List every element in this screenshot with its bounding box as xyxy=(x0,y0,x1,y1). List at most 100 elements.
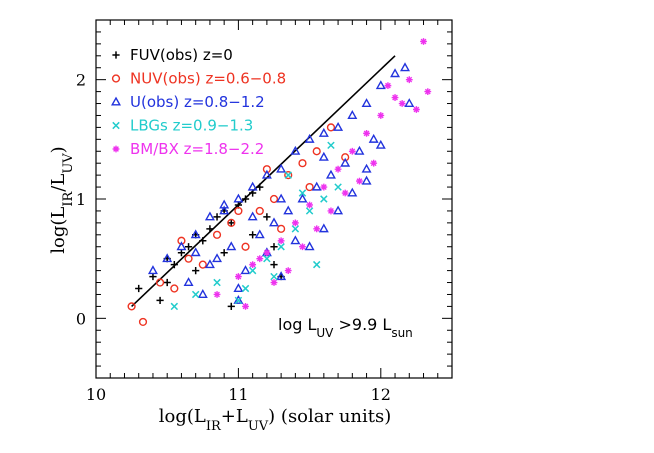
data-point-plus xyxy=(241,195,250,203)
data-point-asterisk xyxy=(348,147,356,155)
data-point-triangle xyxy=(176,241,187,251)
data-point-asterisk xyxy=(263,249,271,257)
data-point-triangle xyxy=(333,205,344,215)
data-point-asterisk xyxy=(405,76,413,84)
data-point-asterisk xyxy=(313,225,321,233)
data-point-triangle xyxy=(304,133,315,143)
data-point-circle xyxy=(138,317,148,327)
data-point-circle xyxy=(127,302,136,311)
data-point-circle xyxy=(326,123,336,132)
data-point-triangle xyxy=(404,98,415,108)
legend-marker-asterisk xyxy=(112,145,120,153)
data-point-plus xyxy=(220,249,228,257)
legend-entry-label: FUV(obs) z=0 xyxy=(130,46,233,64)
data-point-plus xyxy=(249,189,257,197)
data-point-asterisk xyxy=(356,177,363,185)
data-point-asterisk xyxy=(249,261,257,269)
data-point-circle xyxy=(255,206,264,216)
data-point-asterisk xyxy=(363,129,370,137)
data-point-cross xyxy=(270,272,278,281)
data-point-triangle xyxy=(290,235,301,245)
data-point-cross xyxy=(334,183,342,191)
data-point-triangle xyxy=(290,145,301,155)
data-point-asterisk xyxy=(384,82,392,90)
data-point-asterisk xyxy=(242,303,249,310)
data-point-triangle xyxy=(276,163,287,173)
data-point-asterisk xyxy=(213,291,221,298)
data-point-triangle xyxy=(347,187,358,197)
data-point-circle xyxy=(277,224,286,233)
legend-marker-triangle xyxy=(111,96,121,106)
data-point-triangle xyxy=(204,211,215,221)
data-point-plus xyxy=(170,261,178,269)
data-point-asterisk xyxy=(284,267,292,274)
y-tick-label: 1 xyxy=(76,190,86,209)
data-point-plus xyxy=(213,213,221,221)
data-point-triangle xyxy=(361,175,372,185)
data-point-plus xyxy=(163,278,171,287)
data-point-asterisk xyxy=(299,243,306,251)
data-point-cross xyxy=(284,171,292,179)
data-point-plus xyxy=(192,267,200,275)
data-point-asterisk xyxy=(291,219,299,227)
luv-threshold-annotation: log LUV >9.9 Lsun xyxy=(278,315,413,340)
data-point-triangle xyxy=(261,169,272,179)
data-point-plus xyxy=(227,302,235,310)
data-point-circle xyxy=(212,230,222,239)
legend-marker-plus xyxy=(112,51,120,59)
data-point-triangle xyxy=(233,283,244,292)
data-point-cross xyxy=(305,207,314,215)
data-point-triangle xyxy=(190,229,201,239)
data-point-circle xyxy=(312,147,321,156)
data-point-triangle xyxy=(162,253,173,263)
data-point-asterisk xyxy=(370,159,378,167)
x-tick-label: 12 xyxy=(371,385,391,404)
data-point-triangle xyxy=(204,259,215,269)
legend-entry-label: NUV(obs) z=0.6−0.8 xyxy=(130,70,286,88)
data-point-circle xyxy=(269,194,279,204)
data-point-triangle xyxy=(368,133,379,143)
data-point-triangle xyxy=(219,205,230,215)
data-point-triangle xyxy=(340,157,351,167)
data-point-plus xyxy=(249,231,257,239)
data-point-triangle xyxy=(226,241,237,251)
data-point-cross xyxy=(248,266,257,275)
y-tick-label: 2 xyxy=(76,71,86,90)
data-point-triangle xyxy=(375,139,386,149)
data-point-asterisk xyxy=(420,38,427,45)
data-point-triangle xyxy=(361,98,372,108)
data-point-triangle xyxy=(212,253,223,263)
data-point-triangle xyxy=(400,62,411,72)
legend-marker-circle xyxy=(111,74,121,83)
data-point-triangle xyxy=(354,145,365,155)
data-point-plus xyxy=(263,213,271,221)
data-point-cross xyxy=(291,225,300,233)
data-point-triangle xyxy=(254,229,265,239)
data-point-asterisk xyxy=(256,255,264,263)
data-point-asterisk xyxy=(306,201,313,209)
data-point-circle xyxy=(184,254,193,263)
data-point-triangle xyxy=(311,181,322,191)
data-point-plus xyxy=(206,225,214,233)
data-point-cross xyxy=(277,243,285,251)
data-point-cross xyxy=(320,195,328,203)
x-tick-label: 11 xyxy=(228,385,248,404)
data-point-triangle xyxy=(375,80,386,90)
data-point-triangle xyxy=(304,241,315,251)
data-point-asterisk xyxy=(424,88,432,95)
data-point-plus xyxy=(256,183,264,191)
legend-entry-label: U(obs) z=0.8−1.2 xyxy=(130,93,265,111)
data-point-cross xyxy=(312,260,321,269)
data-point-circle xyxy=(298,159,307,168)
data-point-triangle xyxy=(276,271,287,281)
data-point-asterisk xyxy=(235,273,242,280)
data-point-triangle xyxy=(240,265,251,275)
data-point-asterisk xyxy=(398,100,406,107)
data-point-triangle xyxy=(247,181,258,191)
data-point-circle xyxy=(234,206,243,216)
data-point-circle xyxy=(155,278,165,287)
data-point-triangle xyxy=(283,205,294,215)
data-point-triangle xyxy=(247,211,258,221)
data-point-plus xyxy=(270,261,278,269)
data-point-triangle xyxy=(183,277,194,287)
